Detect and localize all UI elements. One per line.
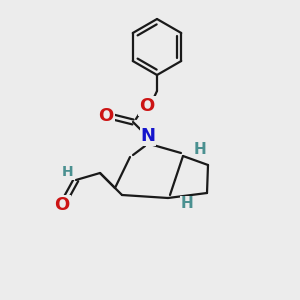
Text: O: O bbox=[54, 196, 70, 214]
Text: H: H bbox=[194, 142, 206, 157]
Text: N: N bbox=[140, 127, 155, 145]
Text: O: O bbox=[98, 107, 114, 125]
Text: H: H bbox=[181, 196, 194, 211]
Text: H: H bbox=[62, 165, 74, 179]
Text: O: O bbox=[140, 97, 154, 115]
